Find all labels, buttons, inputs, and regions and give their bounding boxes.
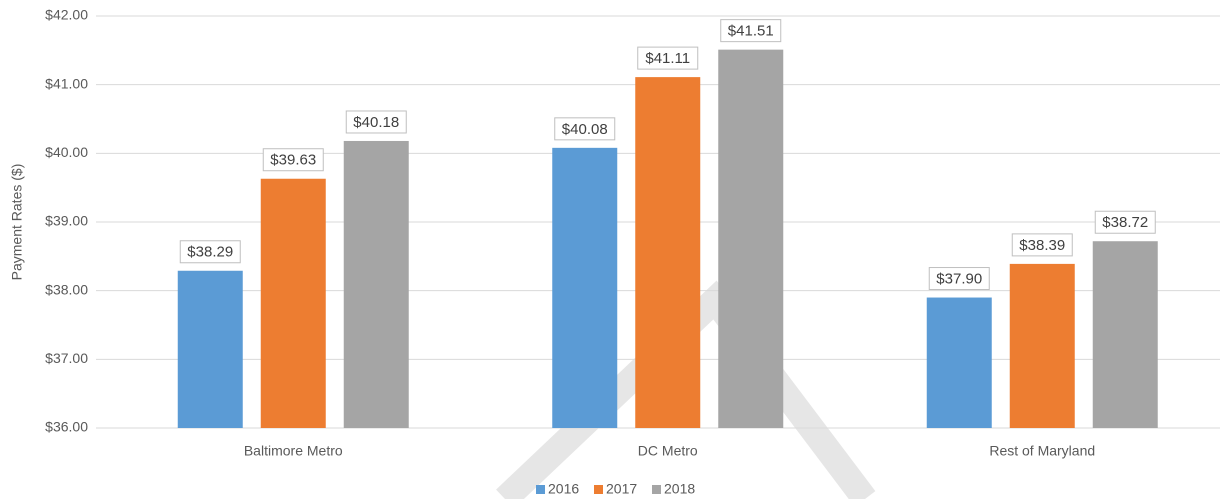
legend-label: 2017: [606, 481, 637, 497]
bar: [552, 147, 618, 428]
data-label: $40.08: [562, 121, 608, 138]
bar: [177, 270, 243, 428]
bar: [926, 297, 992, 428]
x-tick-label: Baltimore Metro: [244, 443, 343, 459]
bar: [1092, 241, 1158, 428]
data-label-box: [637, 46, 699, 70]
data-label-box: [1094, 210, 1156, 234]
watermark: [496, 280, 876, 499]
x-tick-label: Rest of Maryland: [989, 443, 1095, 459]
bar: [1009, 263, 1075, 428]
data-label-box: [554, 117, 616, 141]
y-tick-label: $37.00: [45, 350, 88, 366]
data-label: $41.51: [728, 23, 774, 40]
y-tick-label: $40.00: [45, 144, 88, 160]
legend-label: 2018: [664, 481, 695, 497]
data-label-box: [928, 267, 990, 291]
legend-label: 2016: [548, 481, 579, 497]
data-label: $38.29: [187, 244, 233, 261]
legend-swatch: [652, 485, 661, 494]
bar: [343, 140, 409, 428]
data-label-box: [179, 240, 241, 264]
data-label: $41.11: [645, 50, 690, 67]
data-label: $38.39: [1019, 237, 1065, 254]
data-label: $38.72: [1102, 214, 1148, 231]
y-tick-label: $36.00: [45, 419, 88, 435]
y-tick-label: $42.00: [45, 7, 88, 23]
legend-swatch: [536, 485, 545, 494]
data-label: $37.90: [936, 271, 982, 288]
y-axis-label: Payment Rates ($): [9, 164, 25, 281]
data-label-box: [720, 19, 782, 43]
bar: [718, 49, 784, 428]
data-label-box: [262, 148, 324, 172]
data-label: $39.63: [270, 152, 316, 169]
bar: [635, 77, 701, 428]
y-tick-label: $38.00: [45, 281, 88, 297]
data-label-box: [1011, 233, 1073, 257]
data-label-box: [345, 110, 407, 134]
x-tick-label: DC Metro: [638, 443, 698, 459]
legend-swatch: [594, 485, 603, 494]
y-tick-label: $41.00: [45, 75, 88, 91]
bar: [260, 178, 326, 428]
y-tick-label: $39.00: [45, 213, 88, 229]
data-label: $40.18: [353, 114, 399, 131]
